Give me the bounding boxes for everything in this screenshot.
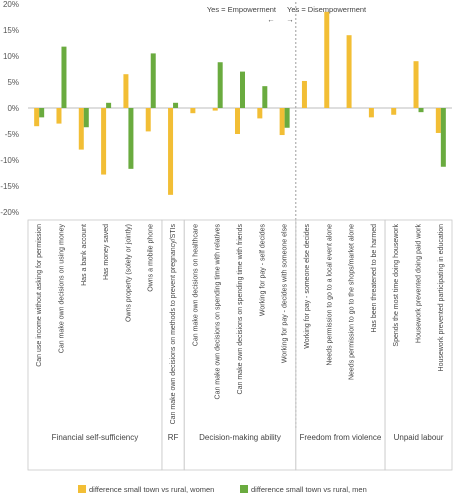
bar-men <box>173 102 179 108</box>
y-axis: -20% -15% -10% -5% 0% 5% 10% 15% 20% <box>0 0 19 217</box>
category-label: Can make own decisions on healthcare <box>192 224 199 346</box>
category-label: Has money saved <box>103 224 110 280</box>
bar-women <box>123 74 129 108</box>
bar-women <box>368 108 374 118</box>
category-label: Working for pay - decides with someone e… <box>282 224 289 363</box>
group-label: Decision-making ability <box>199 433 281 442</box>
bar-men <box>150 53 156 108</box>
arrow-left-icon: ← <box>267 15 275 24</box>
y-tick-label: 10% <box>3 52 19 61</box>
arrow-right-icon: → <box>286 15 294 24</box>
y-tick-label: -5% <box>5 130 19 139</box>
category-label: Working for pay - someone else decides <box>304 224 311 349</box>
y-tick-label: -15% <box>0 182 19 191</box>
bar-women <box>101 108 107 175</box>
category-label: Can make own decisions on using money <box>58 224 65 354</box>
bar-women <box>168 108 174 195</box>
category-label: Has a bank account <box>81 224 88 286</box>
bar-men <box>217 62 223 108</box>
group-label: RF <box>168 433 179 442</box>
bar-women <box>435 108 441 133</box>
bar-men <box>262 86 268 108</box>
category-label: Needs permission to go to a local event … <box>326 224 333 366</box>
legend-swatch <box>78 485 86 493</box>
group-label: Financial self-sufficiency <box>52 433 139 442</box>
group-label: Freedom from violence <box>300 433 382 442</box>
bar-women <box>212 108 218 111</box>
y-tick-label: 20% <box>3 0 19 9</box>
disempowerment-annotation: Yes = Disempowerment <box>287 5 367 14</box>
bar-men <box>61 46 67 108</box>
y-tick-label: -10% <box>0 156 19 165</box>
y-tick-label: -20% <box>0 208 19 217</box>
bar-women <box>413 61 419 108</box>
category-labels: Can use income without asking for permis… <box>36 224 445 425</box>
bar-women <box>145 108 151 132</box>
bar-women <box>34 108 40 127</box>
y-tick-label: 5% <box>7 78 19 87</box>
group-label: Unpaid labour <box>394 433 444 442</box>
bar-men <box>83 108 89 128</box>
category-label: Can make own decisions on methods to pre… <box>170 224 177 425</box>
category-label: Has been threatened to be harmed <box>371 224 378 333</box>
category-label: Can use income without asking for permis… <box>36 224 43 367</box>
legend-label: difference small town vs rural, men <box>251 485 367 494</box>
bar-women <box>257 108 263 119</box>
bar-women <box>279 108 285 136</box>
bar-women <box>190 108 196 114</box>
category-label: Needs permission to go to the shops/mark… <box>349 224 356 380</box>
group-box <box>384 219 453 471</box>
category-label: Spends the most time doing housework <box>393 224 400 347</box>
bar-women <box>324 11 330 108</box>
category-label: Housework prevented participating in edu… <box>438 224 445 372</box>
category-label: Housework prevented doing paid work <box>416 224 423 344</box>
category-label: Working for pay - self decides <box>259 224 266 317</box>
bar-women <box>56 108 62 124</box>
bars <box>34 11 446 195</box>
category-label: Can make own decisions on spending time … <box>215 224 222 400</box>
bar-men <box>39 108 45 118</box>
y-tick-label: 15% <box>3 26 19 35</box>
legend-label: difference small town vs rural, women <box>89 485 214 494</box>
legend-swatch <box>240 485 248 493</box>
bar-women <box>235 108 240 134</box>
empowerment-annotation: Yes = Empowerment <box>207 5 277 14</box>
category-label: Owns property (solely or jointly) <box>125 224 132 322</box>
bar-women <box>346 35 352 109</box>
category-label: Can make own decisions on spending time … <box>237 224 244 395</box>
bar-men <box>106 102 112 108</box>
bar-men <box>284 108 290 128</box>
annotations: Yes = Empowerment Yes = Disempowerment ←… <box>207 5 367 24</box>
bar-men <box>240 71 245 108</box>
bar-men <box>128 108 134 169</box>
bar-women <box>78 108 84 150</box>
bar-women <box>301 80 307 108</box>
bar-men <box>440 108 446 167</box>
y-tick-label: 0% <box>7 104 19 113</box>
category-label: Owns a mobile phone <box>148 224 155 292</box>
bar-women <box>391 108 397 115</box>
bar-men <box>418 108 424 113</box>
group-boxes: Financial self-sufficiency RF Decision-mak… <box>27 219 453 471</box>
legend: difference small town vs rural, women dif… <box>78 485 367 494</box>
